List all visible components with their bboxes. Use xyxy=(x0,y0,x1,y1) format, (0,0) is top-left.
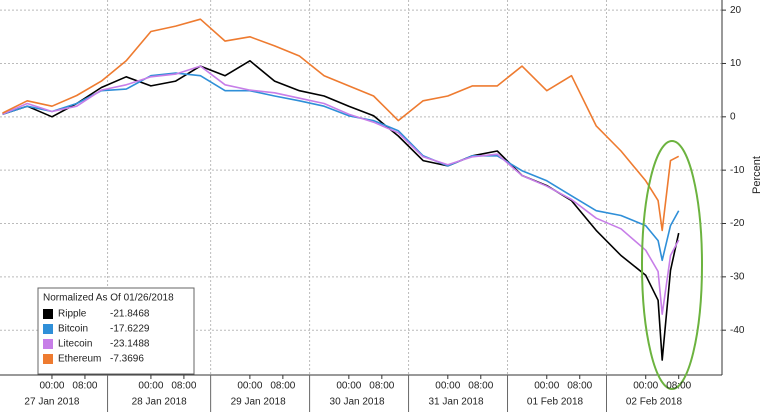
x-tick-label: 08:00 xyxy=(468,381,493,392)
legend-label: Ethereum xyxy=(58,354,101,365)
x-group-label: 30 Jan 2018 xyxy=(330,397,385,408)
legend-title: Normalized As Of 01/26/2018 xyxy=(43,293,174,304)
x-group-label: 27 Jan 2018 xyxy=(24,397,79,408)
legend-value: -7.3696 xyxy=(110,354,144,365)
legend-swatch xyxy=(43,339,53,349)
x-tick-label: 08:00 xyxy=(666,381,691,392)
x-group-label: 01 Feb 2018 xyxy=(527,397,584,408)
legend-value: -21.8468 xyxy=(110,309,150,320)
series-line xyxy=(2,72,680,262)
y-tick-label: -10 xyxy=(730,165,745,176)
y-tick-label: -30 xyxy=(730,271,745,282)
y-tick-label: -20 xyxy=(730,218,745,229)
x-tick-label: 00:00 xyxy=(237,381,262,392)
series-line xyxy=(2,18,680,232)
line-layer xyxy=(2,18,680,361)
legend-label: Bitcoin xyxy=(58,324,88,335)
legend-value: -17.6229 xyxy=(110,324,150,335)
legend-swatch xyxy=(43,324,53,334)
legend-label: Ripple xyxy=(58,309,87,320)
x-tick-label: 00:00 xyxy=(39,381,64,392)
legend: Normalized As Of 01/26/2018 Ripple -21.84… xyxy=(37,287,195,375)
series-line xyxy=(2,65,680,315)
x-tick-label: 08:00 xyxy=(369,381,394,392)
y-axis-label: Percent xyxy=(751,156,763,194)
legend-label: Litecoin xyxy=(58,339,92,350)
x-tick-label: 08:00 xyxy=(72,381,97,392)
x-tick-label: 08:00 xyxy=(270,381,295,392)
legend-value: -23.1488 xyxy=(110,339,150,350)
x-tick-label: 00:00 xyxy=(138,381,163,392)
y-tick-label: 0 xyxy=(730,111,736,122)
y-tick-label: 20 xyxy=(730,5,742,16)
x-group-label: 31 Jan 2018 xyxy=(429,397,484,408)
y-tick-label: 10 xyxy=(730,58,742,69)
y-tick-label: -40 xyxy=(730,325,745,336)
legend-box xyxy=(37,287,195,375)
x-tick-label: 00:00 xyxy=(435,381,460,392)
x-tick-label: 00:00 xyxy=(336,381,361,392)
legend-swatch xyxy=(43,354,53,364)
x-group-label: 02 Feb 2018 xyxy=(626,397,683,408)
x-group-label: 29 Jan 2018 xyxy=(231,397,286,408)
x-group-label: 28 Jan 2018 xyxy=(132,397,187,408)
x-tick-label: 00:00 xyxy=(534,381,559,392)
x-tick-label: 08:00 xyxy=(567,381,592,392)
series-line xyxy=(2,60,680,361)
legend-swatch xyxy=(43,309,53,319)
x-tick-label: 00:00 xyxy=(633,381,658,392)
highlight-ellipse xyxy=(641,140,703,390)
x-tick-label: 08:00 xyxy=(171,381,196,392)
